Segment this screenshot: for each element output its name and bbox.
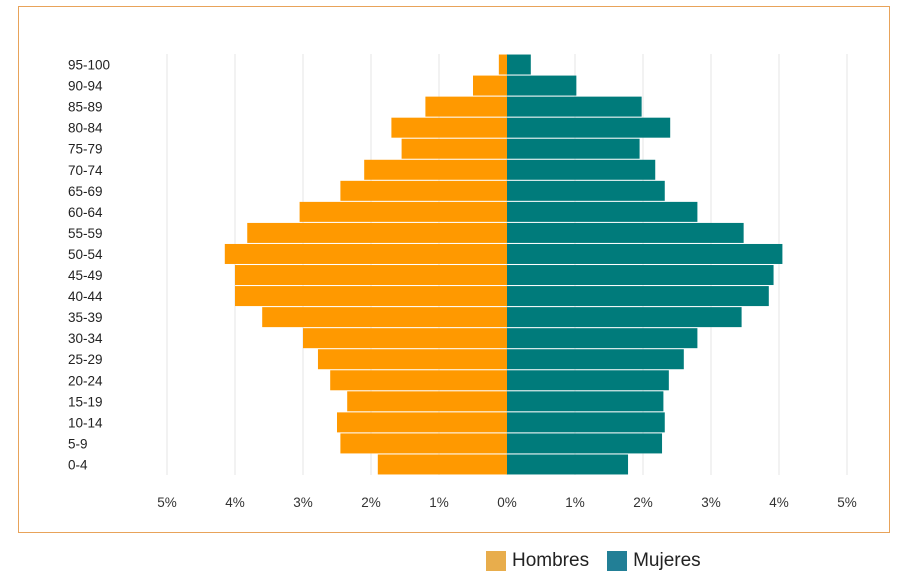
bar-hombres: [224, 243, 508, 264]
y-tick-label: 40-44: [68, 289, 103, 304]
legend-item-mujeres[interactable]: Mujeres: [607, 550, 701, 572]
legend-swatch-mujeres: [607, 551, 628, 571]
x-tick-label: 5%: [837, 495, 857, 510]
bar-mujeres: [507, 433, 663, 454]
bar-hombres: [498, 54, 507, 75]
x-tick-label: 1%: [565, 495, 585, 510]
bar-hombres: [337, 412, 507, 433]
bar-mujeres: [507, 138, 640, 159]
x-tick-label: 3%: [293, 495, 313, 510]
y-tick-label: 55-59: [68, 226, 103, 241]
y-tick-label: 50-54: [68, 247, 103, 262]
bar-mujeres: [507, 96, 642, 117]
bar-hombres: [247, 222, 508, 243]
y-tick-label: 35-39: [68, 310, 103, 325]
bar-mujeres: [507, 370, 669, 391]
y-tick-label: 65-69: [68, 184, 103, 199]
x-tick-label: 5%: [157, 495, 177, 510]
bar-hombres: [347, 391, 507, 412]
bar-hombres: [391, 117, 507, 138]
y-tick-label: 60-64: [68, 205, 103, 220]
bar-mujeres: [507, 54, 531, 75]
bar-mujeres: [507, 349, 684, 370]
bar-hombres: [262, 307, 507, 328]
y-tick-label: 5-9: [68, 436, 88, 451]
y-tick-label: 15-19: [68, 394, 103, 409]
bar-hombres: [425, 96, 507, 117]
bar-hombres: [401, 138, 507, 159]
bar-mujeres: [507, 180, 665, 201]
y-tick-label: 25-29: [68, 352, 103, 367]
bar-mujeres: [507, 454, 629, 475]
bar-hombres: [340, 180, 507, 201]
y-tick-label: 45-49: [68, 268, 103, 283]
bar-hombres: [340, 433, 507, 454]
x-tick-label: 3%: [701, 495, 721, 510]
bar-mujeres: [507, 286, 769, 307]
bar-hombres: [235, 265, 507, 286]
y-tick-label: 20-24: [68, 373, 103, 388]
bar-mujeres: [507, 307, 742, 328]
x-tick-label: 4%: [225, 495, 245, 510]
y-tick-label: 70-74: [68, 163, 103, 178]
chart-frame: [18, 6, 890, 533]
bar-hombres: [235, 286, 507, 307]
legend-swatch-hombres: [486, 551, 506, 571]
x-tick-label: 1%: [429, 495, 449, 510]
legend-label-hombres: Hombres: [512, 550, 590, 571]
bar-mujeres: [507, 328, 698, 349]
bar-mujeres: [507, 117, 671, 138]
chart-legend: Hombres Mujeres: [486, 550, 719, 572]
y-tick-label: 95-100: [68, 58, 110, 73]
x-tick-label: 4%: [769, 495, 789, 510]
bar-hombres: [330, 370, 507, 391]
x-tick-label: 2%: [633, 495, 653, 510]
bar-mujeres: [507, 222, 744, 243]
bar-mujeres: [507, 243, 783, 264]
y-tick-label: 30-34: [68, 331, 103, 346]
bar-hombres: [473, 75, 507, 96]
bar-mujeres: [507, 391, 664, 412]
bar-mujeres: [507, 412, 665, 433]
bar-mujeres: [507, 75, 577, 96]
x-tick-label: 0%: [497, 495, 517, 510]
bar-mujeres: [507, 265, 774, 286]
y-tick-label: 80-84: [68, 121, 103, 136]
bar-mujeres: [507, 201, 698, 222]
y-tick-label: 75-79: [68, 142, 103, 157]
legend-label-mujeres: Mujeres: [633, 550, 701, 571]
bar-hombres: [303, 328, 507, 349]
legend-item-hombres[interactable]: Hombres: [486, 550, 589, 572]
bar-hombres: [299, 201, 507, 222]
bar-hombres: [377, 454, 507, 475]
x-tick-label: 2%: [361, 495, 381, 510]
y-tick-label: 90-94: [68, 79, 103, 94]
bar-mujeres: [507, 159, 656, 180]
y-tick-label: 10-14: [68, 415, 103, 430]
y-tick-label: 85-89: [68, 100, 103, 115]
bar-hombres: [364, 159, 507, 180]
y-tick-label: 0-4: [68, 457, 88, 472]
bar-hombres: [317, 349, 507, 370]
